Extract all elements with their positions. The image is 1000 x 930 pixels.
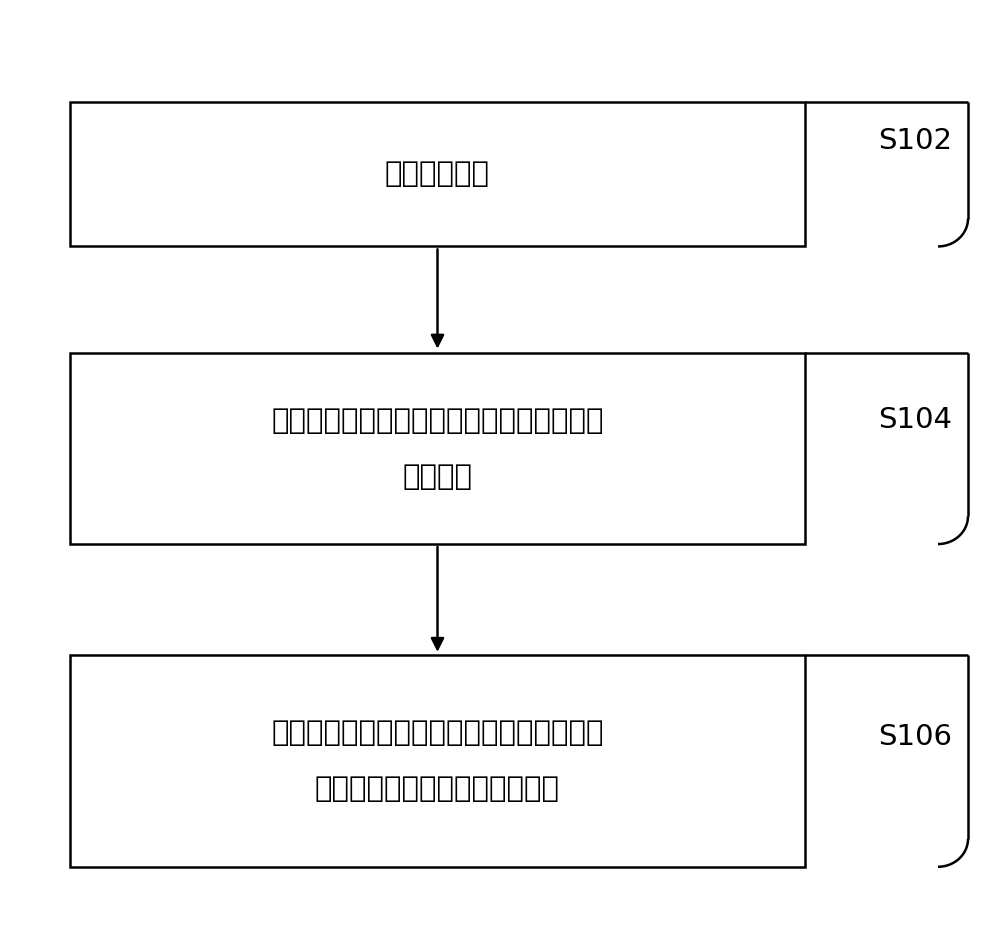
Text: 调整系数: 调整系数 [402, 462, 473, 491]
Bar [70, 353, 805, 544]
Text: 待检测电源的目标冷启动电流值: 待检测电源的目标冷启动电流值 [315, 775, 560, 803]
Bar [70, 655, 805, 867]
Text: S106: S106 [878, 723, 952, 751]
Bar [70, 102, 805, 246]
Text: 利用当前冷启动电流值和调整系数，确定出: 利用当前冷启动电流值和调整系数，确定出 [271, 719, 604, 747]
Text: 基于环境温度，确定出当前冷启动电流值的: 基于环境温度，确定出当前冷启动电流值的 [271, 406, 604, 435]
Text: S102: S102 [878, 127, 952, 155]
Text: S104: S104 [878, 406, 952, 434]
Text: 获取目标数据: 获取目标数据 [385, 160, 490, 189]
